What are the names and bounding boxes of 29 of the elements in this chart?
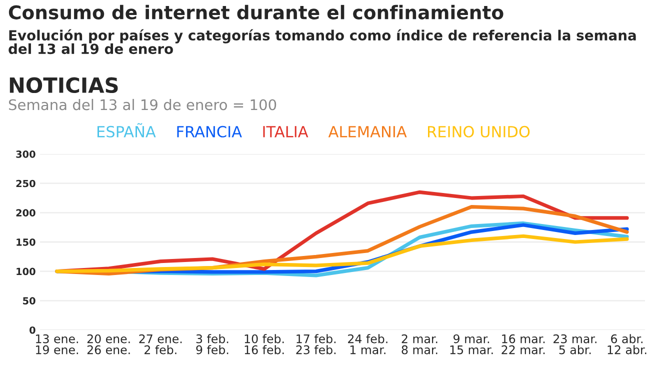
- y-tick-label: 50: [23, 297, 36, 304]
- y-tick-label: 100: [16, 268, 36, 276]
- x-tick-label: 3 feb. 9 feb.: [196, 334, 228, 354]
- text: REINO UNIDO: [428, 126, 530, 138]
- x-tick-label: 20 ene. 26 ene.: [87, 334, 130, 354]
- x-tick-label: 13 ene. 19 ene.: [36, 334, 78, 354]
- x-tick-label: 17 feb. 23 feb.: [296, 334, 336, 354]
- x-tick-label: 27 ene. 2 feb.: [139, 334, 182, 354]
- text: FRANCIA: [177, 126, 242, 138]
- text: Semana del 13 al 19 de enero = 100: [8, 98, 276, 110]
- x-tick-label: 6 abr. 12 abr.: [608, 334, 646, 354]
- y-tick-label: 150: [16, 238, 36, 246]
- y-tick-label: 250: [16, 180, 36, 188]
- text: ALEMANIA: [328, 126, 407, 138]
- x-tick-label: 23 mar. 5 abr.: [554, 334, 596, 354]
- line-series: [55, 234, 629, 274]
- y-tick-label: 0: [30, 326, 36, 334]
- x-tick-label: 9 mar. 15 mar.: [450, 334, 493, 354]
- chart-title: Consumo de internet durante el confinamiento: [8, 4, 504, 20]
- text: NOTICIAS: [10, 77, 118, 94]
- x-tick-label: 10 feb. 16 feb.: [244, 334, 284, 354]
- x-tick-label: 2 mar. 8 mar.: [402, 334, 438, 354]
- y-tick-label: 200: [16, 209, 36, 217]
- x-tick-label: 24 feb. 1 mar.: [348, 334, 388, 354]
- x-tick-label: 16 mar. 22 mar.: [502, 334, 545, 354]
- y-tick-label: 300: [16, 150, 36, 158]
- text: ESPAÑA: [98, 123, 156, 138]
- chart-subtitle: Evolución por países y categorías tomando como índice de referencia la semana del 13 al 19 de enero: [8, 29, 636, 54]
- text: ITALIA: [263, 126, 308, 138]
